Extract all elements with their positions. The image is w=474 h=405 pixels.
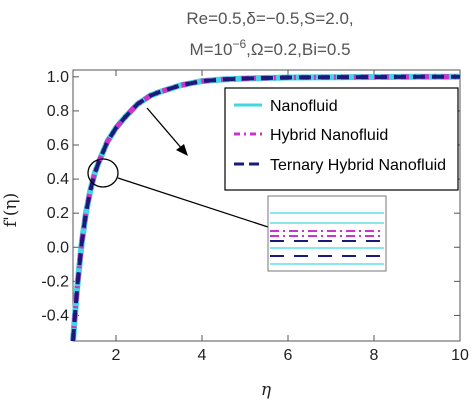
y-tick-label: -0.4	[41, 307, 69, 324]
y-axis-label: f'(η)	[1, 193, 21, 227]
legend-label-3: Ternary Hybrid Nanofluid	[270, 157, 446, 174]
chart-title-line-2: M=10−6,Ω=0.2,Bi=0.5	[189, 37, 350, 59]
x-tick-label: 10	[451, 347, 469, 364]
trend-arrowhead	[176, 144, 188, 156]
axis-tick-labels: 2 4 6 8 10 -0.4 -0.2 0.0 0.2 0.4 0.6 0.8 1.0	[41, 69, 469, 364]
plot-frame	[72, 69, 461, 342]
title-rest: ,Ω=0.2,Bi=0.5	[246, 40, 350, 59]
zoom-connector	[117, 177, 269, 228]
series-line-3	[71, 74, 460, 342]
x-tick-label: 2	[112, 347, 121, 364]
y-tick-label: 0.4	[47, 171, 69, 188]
x-tick-label: 6	[284, 347, 293, 364]
x-tick-label: 4	[198, 347, 207, 364]
y-tick-label: 0.8	[47, 103, 69, 120]
legend-items: Nanofluid Hybrid Nanofluid Ternary Hybrid …	[234, 98, 446, 174]
zoom-circle	[87, 158, 119, 188]
inset-lines	[270, 212, 384, 265]
trend-arrow	[146, 107, 184, 151]
y-tick-label: 0.0	[47, 239, 69, 256]
title-exponent: −6	[232, 37, 246, 51]
title-m-part: M=10	[189, 40, 232, 59]
legend-label-2: Hybrid Nanofluid	[270, 127, 388, 144]
x-axis-label: η	[261, 380, 272, 400]
y-tick-label: -0.2	[41, 273, 69, 290]
y-tick-label: 1.0	[47, 69, 69, 86]
series-lines	[70, 73, 460, 342]
chart-title-line-1: Re=0.5,δ=−0.5,S=2.0,	[186, 9, 353, 28]
y-tick-label: 0.2	[47, 205, 69, 222]
y-tick-label: 0.6	[47, 137, 69, 154]
legend-box	[224, 87, 459, 191]
legend-label-1: Nanofluid	[270, 98, 338, 115]
zoom-inset	[267, 195, 387, 272]
x-tick-label: 8	[370, 347, 379, 364]
